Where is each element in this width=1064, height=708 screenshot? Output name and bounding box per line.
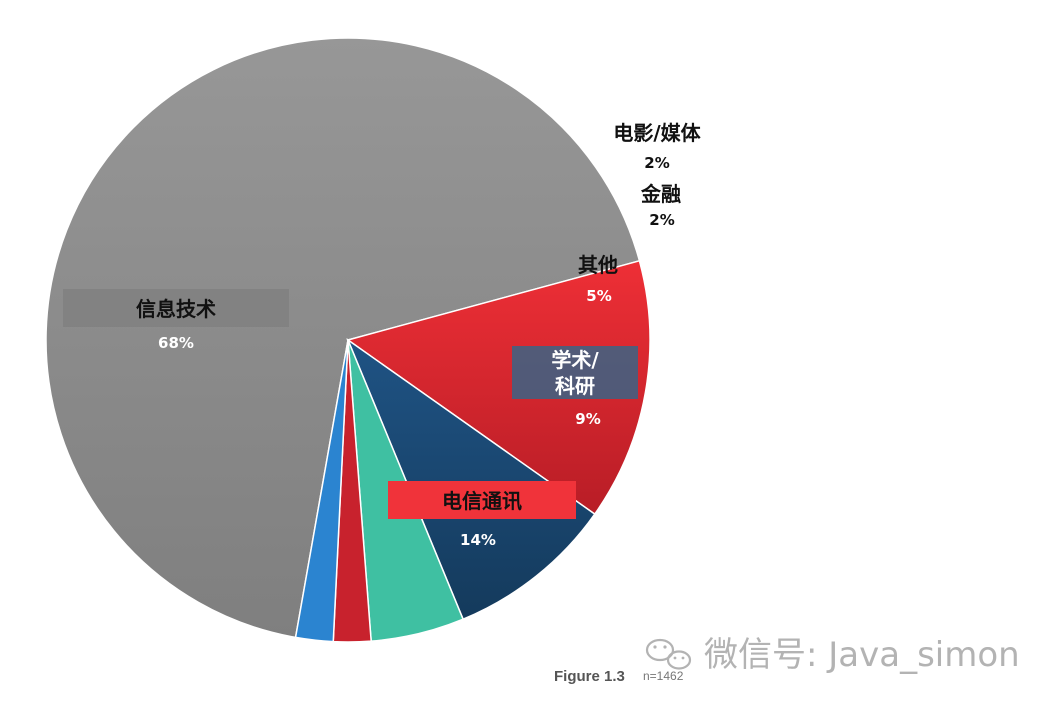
slice-value-film-media: 2%: [644, 154, 669, 172]
slice-label-it: 信息技术: [136, 297, 216, 321]
pie-slice-film-media: [294, 339, 349, 643]
slice-value-finance: 2%: [649, 211, 674, 229]
wechat-icon: [645, 638, 692, 670]
slice-label-finance: 金融: [640, 182, 681, 206]
slice-value-it: 68%: [158, 334, 194, 352]
slice-label-telecom: 电信通讯: [442, 489, 522, 513]
figure-caption: Figure 1.3: [554, 668, 625, 685]
slice-value-academic: 9%: [575, 410, 600, 428]
slice-label-film-media: 电影/媒体: [613, 121, 701, 145]
label-plate-telecom: [388, 481, 576, 519]
slice-label-academic-line2: 科研: [555, 374, 595, 398]
slice-label-other: 其他: [578, 253, 618, 277]
slice-value-telecom: 14%: [460, 531, 496, 549]
slice-value-other: 5%: [586, 287, 611, 305]
slice-label-academic-line1: 学术/: [551, 348, 599, 372]
label-plate-it: [63, 289, 289, 327]
sample-size: n=1462: [643, 669, 684, 683]
label-plate-academic: [512, 346, 638, 399]
pie-slice-academic: [346, 337, 596, 621]
pie-slice-it: [45, 37, 641, 639]
pie-slice-telecom: [346, 259, 651, 516]
watermark-text: 微信号: Java_simon: [704, 635, 1020, 675]
pie-slices: [45, 37, 651, 643]
